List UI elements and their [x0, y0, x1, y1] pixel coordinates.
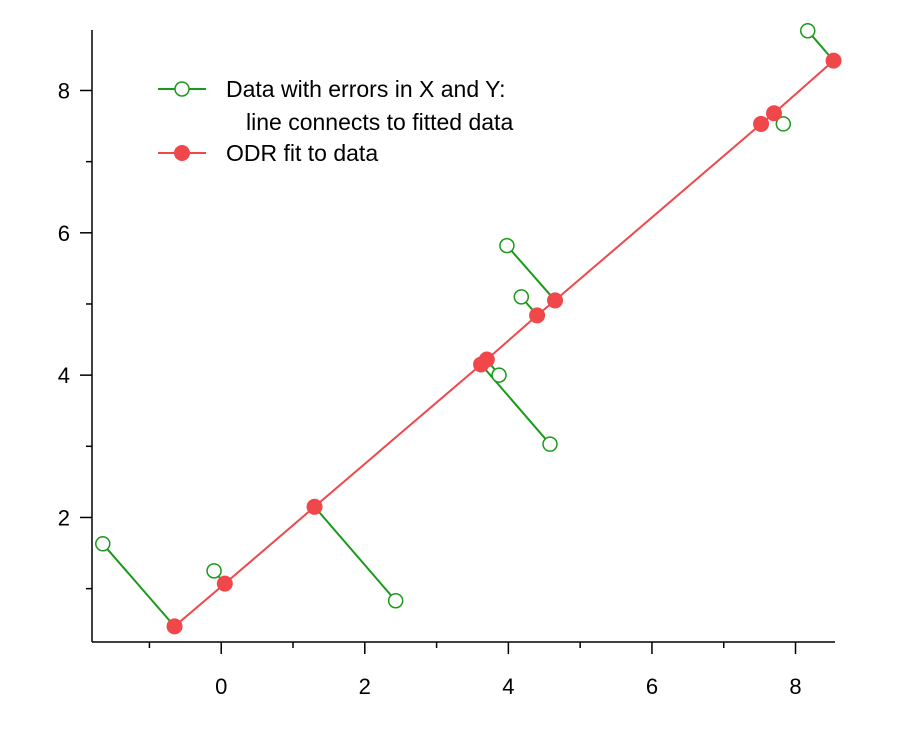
data-point [799, 22, 816, 39]
data-point [499, 237, 515, 254]
x-tick-label: 2 [359, 674, 371, 699]
x-tick-label: 0 [215, 674, 227, 699]
fit-point [753, 115, 770, 132]
x-tick-label: 4 [502, 674, 514, 699]
data-point [775, 116, 792, 132]
legend: Data with errors in X and Y: line connec… [158, 76, 513, 166]
legend-data-label-line1: Data with errors in X and Y: [226, 76, 506, 102]
data-point [387, 592, 404, 609]
data-point [491, 367, 507, 383]
connector-line [506, 244, 556, 302]
data-point [206, 563, 222, 579]
fit-point [306, 498, 323, 515]
y-tick-label: 2 [58, 505, 70, 530]
fit-point [529, 307, 546, 324]
legend-fit-marker [174, 145, 190, 161]
data-point [513, 289, 530, 305]
data-point [95, 536, 111, 552]
legend-data-marker [174, 81, 190, 97]
fit-point [478, 351, 495, 368]
y-tick-label: 4 [58, 363, 70, 388]
plot-area [95, 22, 842, 635]
fit-point [216, 575, 233, 592]
connector-line [313, 506, 397, 602]
fit-point [166, 618, 183, 635]
x-tick-label: 6 [646, 674, 658, 699]
fit-point [547, 292, 564, 309]
data-point [542, 436, 558, 452]
legend-fit-label: ODR fit to data [226, 140, 378, 166]
y-tick-label: 8 [58, 78, 70, 103]
fit-point [825, 52, 842, 69]
x-tick-label: 8 [789, 674, 801, 699]
fit-line [173, 59, 835, 628]
y-tick-label: 6 [58, 221, 70, 246]
axes: 0 2 4 6 8 2 4 6 8 [58, 30, 835, 699]
connector-line [102, 543, 176, 628]
legend-data-label-line2: line connects to fitted data [246, 109, 513, 135]
fit-point [765, 105, 782, 122]
